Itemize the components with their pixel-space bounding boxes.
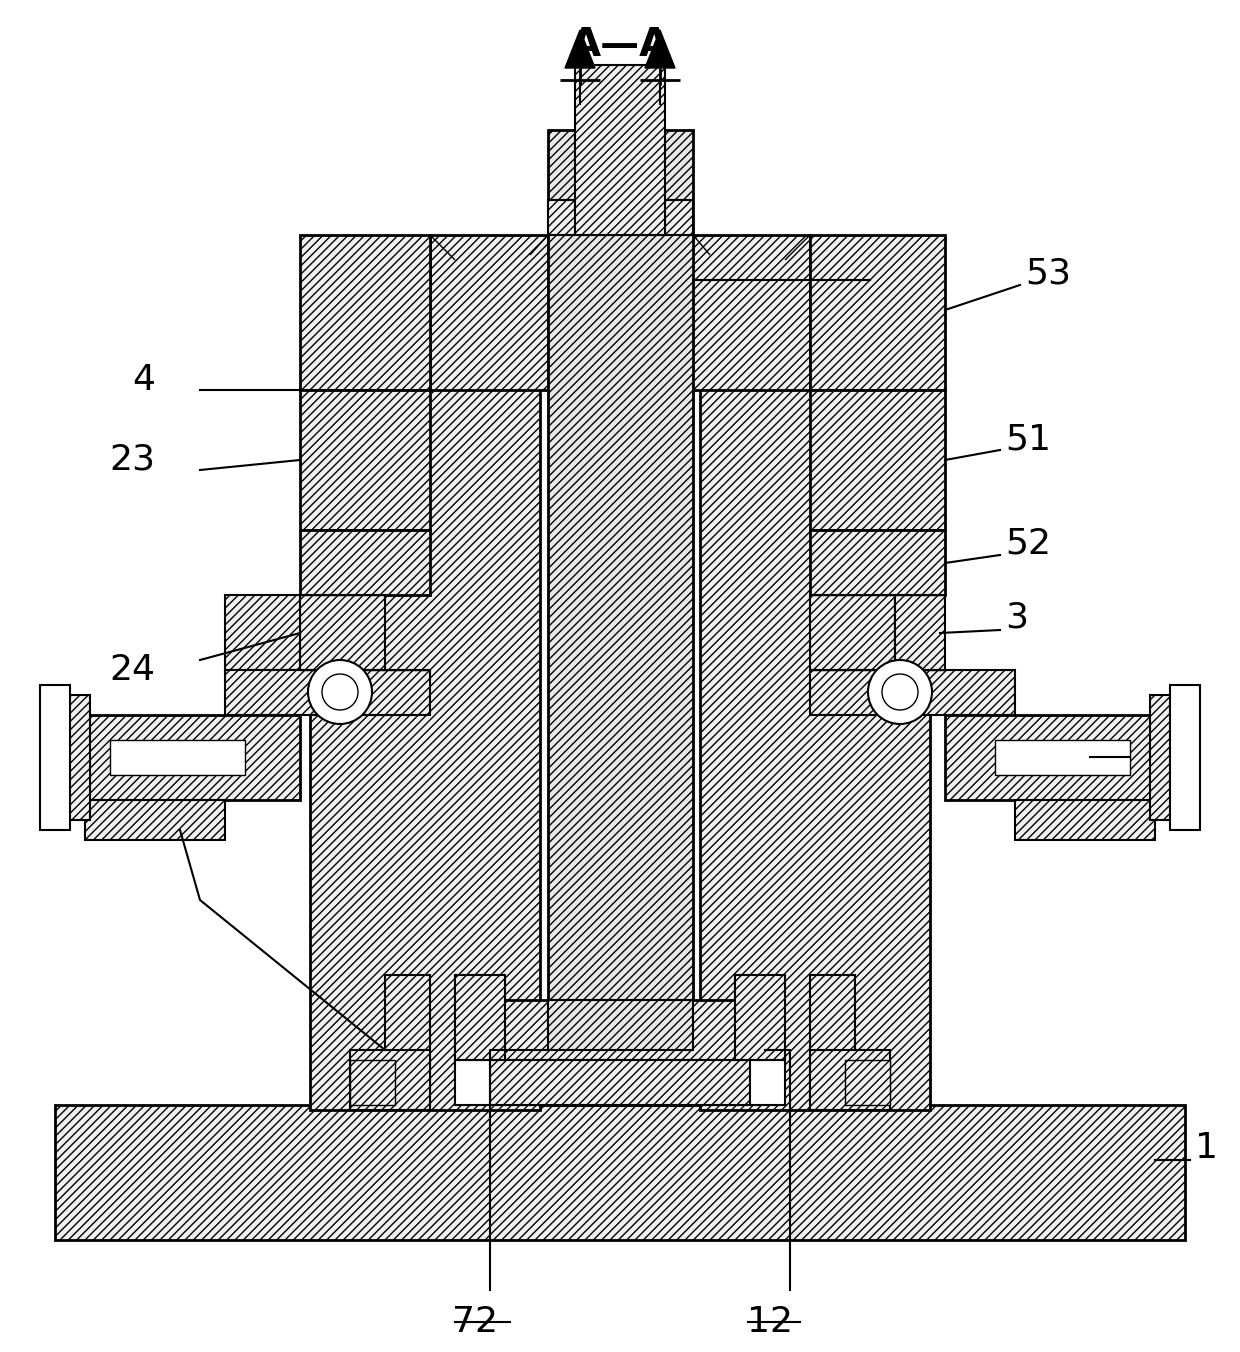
- Bar: [810, 671, 1016, 715]
- Bar: [548, 1000, 693, 1051]
- Text: 6: 6: [1135, 727, 1158, 763]
- Text: 51: 51: [1004, 423, 1052, 457]
- Bar: [810, 595, 895, 671]
- Bar: [455, 1060, 785, 1105]
- Polygon shape: [565, 30, 595, 68]
- Text: 71: 71: [825, 253, 870, 287]
- Bar: [810, 389, 945, 530]
- Bar: [810, 975, 856, 1105]
- Text: 24: 24: [109, 653, 155, 687]
- Bar: [430, 235, 810, 389]
- Bar: [575, 65, 665, 235]
- Text: 53: 53: [1025, 256, 1071, 289]
- Text: 73: 73: [109, 798, 155, 831]
- Bar: [384, 975, 430, 1105]
- Bar: [110, 740, 246, 775]
- Bar: [945, 715, 1154, 800]
- Bar: [224, 671, 430, 715]
- Circle shape: [322, 675, 358, 710]
- Bar: [300, 235, 430, 389]
- Text: 1: 1: [1195, 1132, 1218, 1165]
- Text: 3: 3: [1004, 602, 1028, 635]
- Bar: [55, 1105, 1185, 1240]
- Bar: [310, 310, 539, 1110]
- Bar: [701, 310, 930, 1110]
- Bar: [350, 1060, 396, 1105]
- Bar: [810, 235, 945, 389]
- Bar: [810, 1051, 890, 1110]
- Bar: [1149, 695, 1185, 821]
- Bar: [1016, 800, 1154, 840]
- Bar: [735, 975, 785, 1060]
- Bar: [548, 200, 693, 235]
- Text: 52: 52: [1004, 526, 1052, 560]
- Text: 12: 12: [746, 1305, 794, 1338]
- Bar: [350, 1051, 430, 1110]
- Bar: [994, 740, 1130, 775]
- Circle shape: [882, 675, 918, 710]
- Bar: [300, 389, 430, 530]
- Circle shape: [308, 660, 372, 725]
- Text: 72: 72: [453, 1305, 498, 1338]
- Bar: [224, 595, 300, 671]
- Text: 4: 4: [131, 362, 155, 397]
- Polygon shape: [645, 30, 675, 68]
- Bar: [844, 1060, 890, 1105]
- Bar: [490, 1060, 750, 1105]
- Bar: [300, 595, 384, 671]
- Bar: [810, 530, 945, 595]
- Bar: [55, 695, 91, 821]
- Bar: [1171, 685, 1200, 830]
- Circle shape: [868, 660, 932, 725]
- Bar: [40, 685, 69, 830]
- Bar: [455, 975, 505, 1060]
- Text: 23: 23: [109, 443, 155, 477]
- Text: A—A: A—A: [570, 26, 670, 64]
- Bar: [86, 800, 224, 840]
- Bar: [300, 530, 430, 595]
- Bar: [490, 1000, 750, 1060]
- Bar: [86, 715, 300, 800]
- Bar: [895, 595, 945, 671]
- Bar: [548, 130, 693, 1105]
